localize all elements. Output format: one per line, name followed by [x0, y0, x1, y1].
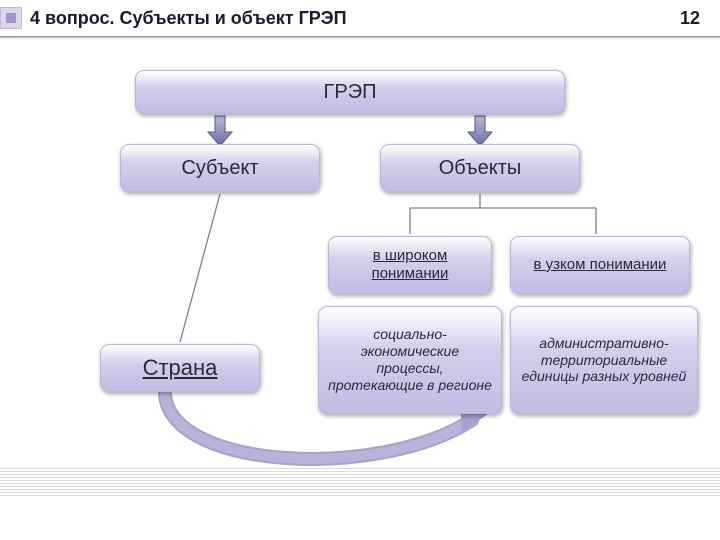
node-subject-label: Субъект	[181, 156, 258, 180]
node-narrow-body: административно-территориальные единицы …	[510, 306, 698, 414]
connector-objects-fork	[410, 194, 596, 234]
header-underline	[0, 36, 720, 39]
connector-subject-to-country	[180, 194, 220, 342]
node-broad-heading-label: в широком понимании	[337, 247, 483, 283]
node-broad-heading: в широком понимании	[328, 236, 492, 294]
node-objects: Объекты	[380, 144, 580, 192]
node-country-label: Страна	[143, 355, 218, 381]
header-ornament	[0, 7, 22, 29]
node-grep-label: ГРЭП	[324, 80, 377, 104]
node-narrow-heading-label: в узком понимании	[534, 256, 667, 274]
slide-number: 12	[680, 8, 700, 29]
node-country: Страна	[100, 344, 260, 392]
slide-header: 4 вопрос. Субъекты и объект ГРЭП 12	[0, 0, 720, 36]
arrow-grep-to-objects	[468, 116, 492, 146]
slide-title: 4 вопрос. Субъекты и объект ГРЭП	[30, 8, 680, 29]
node-subject: Субъект	[120, 144, 320, 192]
arrow-grep-to-subject	[208, 116, 232, 146]
footer-stripe	[0, 468, 720, 496]
node-grep: ГРЭП	[135, 70, 565, 114]
node-narrow-heading: в узком понимании	[510, 236, 690, 294]
node-objects-label: Объекты	[439, 156, 521, 180]
node-broad-body-label: социально-экономические процессы, протек…	[327, 326, 493, 393]
node-broad-body: социально-экономические процессы, протек…	[318, 306, 502, 414]
node-narrow-body-label: административно-территориальные единицы …	[519, 335, 689, 385]
